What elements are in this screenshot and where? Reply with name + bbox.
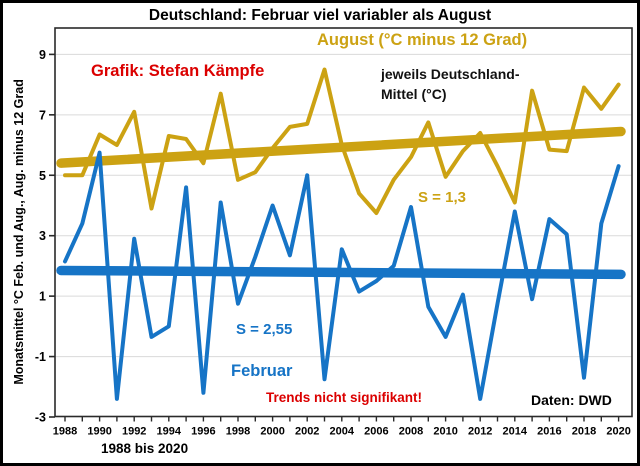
slope-august-label: S = 1,3 — [418, 189, 466, 206]
credit-label: Grafik: Stefan Kämpfe — [91, 62, 265, 80]
x-tick-label: 2002 — [295, 426, 319, 438]
y-tick-label: 5 — [39, 169, 46, 183]
august-line — [63, 67, 621, 215]
x-tick-label: 2014 — [503, 426, 528, 438]
februar-line — [63, 150, 621, 401]
y-tick-label: 9 — [39, 48, 46, 62]
y-axis-label: Monatsmittel °C Feb. und Aug., Aug. minu… — [12, 79, 27, 385]
x-tick-label: 2016 — [537, 426, 561, 438]
x-tick-label: 1988 — [53, 426, 77, 438]
x-tick-label: 1998 — [226, 426, 250, 438]
plot-border — [54, 27, 633, 418]
page-title: Deutschland: Februar viel variabler als … — [148, 7, 492, 24]
x-tick-label: 2012 — [468, 426, 492, 438]
x-axis-label: 1988 bis 2020 — [101, 441, 189, 456]
x-tick-label: 2008 — [399, 426, 423, 438]
x-tick-label: 1990 — [87, 426, 111, 438]
x-tick-label: 2020 — [606, 426, 630, 438]
y-tick-label: 1 — [39, 290, 46, 304]
note-line2: Mittel (°C) — [381, 86, 447, 102]
y-tick-label: 3 — [39, 229, 46, 243]
x-tick-label: 2004 — [330, 426, 355, 438]
legend-februar-label: Februar — [231, 362, 293, 380]
trend-note-label: Trends nicht signifikant! — [266, 390, 423, 405]
slope-februar-label: S = 2,55 — [236, 321, 293, 338]
data-source-label: Daten: DWD — [531, 392, 612, 408]
plot-area — [55, 28, 632, 417]
x-tick-label: 2006 — [364, 426, 388, 438]
y-tick-label: -3 — [35, 411, 46, 425]
x-tick-label: 2010 — [433, 426, 457, 438]
y-tick-label: -1 — [35, 350, 46, 364]
y-tick-label: 7 — [39, 108, 46, 122]
plot-canvas: 9 7 5 3 1 -1 -3 1988 1990 1992 1994 1996 1998 2000 200… — [35, 27, 633, 438]
x-tick-label: 2018 — [572, 426, 596, 438]
x-tick-label: 1992 — [122, 426, 146, 438]
note-line1: jeweils Deutschland- — [381, 66, 520, 82]
x-tick-label: 2000 — [260, 426, 284, 438]
legend-august-label: August (°C minus 12 Grad) — [317, 31, 528, 49]
x-tick-label: 1996 — [191, 426, 215, 438]
x-tick-label: 1994 — [157, 426, 182, 438]
